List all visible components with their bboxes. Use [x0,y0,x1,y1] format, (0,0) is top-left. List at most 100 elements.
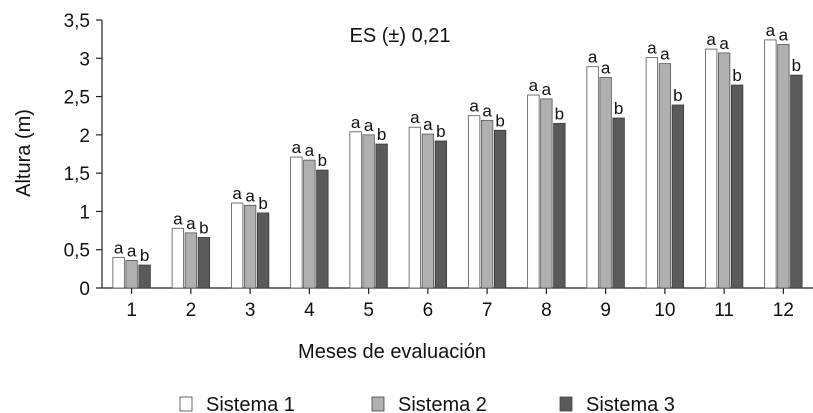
significance-label: a [173,209,183,228]
bar-sistema-2 [717,52,731,289]
significance-label: a [706,30,716,49]
y-tick-label: 0 [79,279,90,300]
significance-label: b [732,66,741,85]
bar-sistema-2 [303,159,316,289]
x-tick-label: 11 [714,300,734,321]
bar-sistema-3 [138,264,151,289]
significance-label: b [258,194,267,213]
significance-label: a [660,45,670,64]
significance-label: a [127,241,137,260]
legend: Sistema 1 Sistema 2 Sistema 3 [179,394,675,413]
bar-sistema-1 [290,156,303,289]
bar-sistema-3 [790,74,803,289]
x-axis-title: Meses de evaluación [298,341,486,363]
bar-sistema-2 [540,98,553,289]
y-tick-label: 3 [79,49,90,70]
bar-sistema-3 [612,117,625,289]
bar-sistema-1 [586,66,599,289]
bar-sistema-2 [480,119,494,289]
significance-label: b [318,151,327,170]
significance-label: a [186,214,196,233]
annotation-text: ES (±) 0,21 [349,25,450,47]
significance-label: b [792,56,801,75]
legend-label: Sistema 3 [586,394,675,413]
bar-sistema-2 [777,44,790,289]
bar-sistema-3 [434,140,448,289]
significance-label: a [542,80,552,99]
significance-label: b [436,122,445,141]
bar-sistema-1 [704,48,718,289]
bar-sistema-3 [671,104,685,289]
significance-label: a [719,34,729,53]
significance-label: a [114,238,124,257]
bar-sistema-3 [197,237,211,289]
significance-label: b [199,218,208,237]
bar-sistema-1 [467,115,481,289]
y-tick-label: 1,5 [64,164,90,185]
x-tick-label: 8 [541,300,552,321]
significance-label: a [351,113,361,132]
significance-label: a [410,108,420,127]
significance-label: a [305,141,315,160]
bar-sistema-3 [256,212,270,289]
x-tick-label: 3 [245,300,256,321]
bar-sistema-1 [112,256,125,289]
bar-sistema-1 [171,227,185,289]
significance-label: b [673,86,682,105]
significance-label: a [364,116,374,135]
legend-label: Sistema 1 [206,394,295,413]
bar-sistema-1 [230,202,244,289]
bar-sistema-1 [408,126,422,289]
x-tick-label: 6 [423,300,434,321]
bar-sistema-2 [599,77,612,289]
significance-label: b [614,99,623,118]
legend-swatch [371,396,385,412]
bar-sistema-2 [243,204,257,289]
significance-label: b [377,125,386,144]
x-tick-label: 1 [126,300,137,321]
y-tick-label: 0,5 [64,241,90,262]
bar-sistema-2 [362,134,375,289]
significance-label: a [469,97,479,116]
bar-sistema-3 [553,122,566,289]
significance-label: a [292,138,302,157]
x-tick-label: 9 [600,300,611,321]
bar-sistema-2 [421,133,435,289]
significance-label: a [588,48,598,67]
bar-sistema-3 [493,129,507,289]
significance-label: a [245,186,255,205]
legend-swatch [179,396,193,412]
legend-swatch [559,396,573,412]
significance-label: a [779,26,789,45]
significance-label: a [766,21,776,40]
y-tick-label: 2 [79,126,90,147]
y-tick-label: 1 [79,202,90,223]
x-tick-label: 10 [654,300,675,321]
y-tick-label: 3,5 [64,11,90,32]
bar-sistema-2 [658,63,672,289]
legend-label: Sistema 2 [398,394,487,413]
bar-sistema-1 [645,57,659,289]
significance-label: a [647,39,657,58]
significance-label: a [232,184,242,203]
bar-sistema-3 [316,169,329,289]
significance-label: a [529,76,539,95]
x-tick-label: 5 [363,300,374,321]
bar-sistema-3 [375,143,388,289]
bar-sistema-1 [527,94,540,289]
bar-sistema-3 [730,84,744,289]
significance-label: b [495,111,504,130]
x-tick-label: 2 [186,300,197,321]
bar-sistema-2 [125,260,138,289]
y-tick-label: 2,5 [64,88,90,109]
x-tick-label: 12 [773,300,794,321]
y-axis-title: Altura (m) [13,109,35,197]
bar-sistema-1 [349,131,362,289]
bar-sistema-2 [184,232,198,289]
x-tick-label: 7 [482,300,493,321]
significance-label: a [482,101,492,120]
significance-label: b [555,104,564,123]
significance-label: a [423,115,433,134]
